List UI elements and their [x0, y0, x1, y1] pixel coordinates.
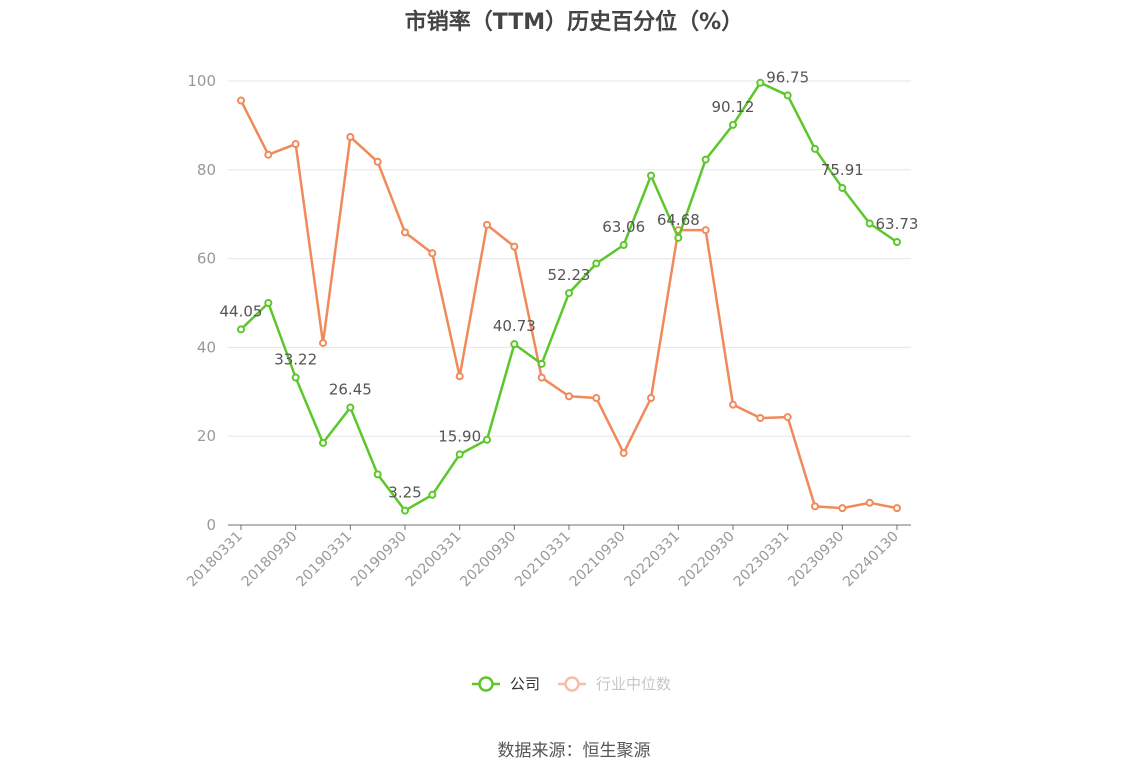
- source-note: 数据来源：恒生聚源: [497, 741, 651, 761]
- x-tick-label: 20230930: [785, 529, 847, 591]
- data-point: [619, 449, 628, 458]
- data-point: [729, 400, 737, 409]
- data-point: [783, 91, 792, 100]
- data-point: [565, 392, 573, 401]
- y-tick-label: 60: [197, 250, 216, 268]
- legend-item-company[interactable]: 公司: [472, 675, 540, 693]
- data-point: [346, 403, 355, 412]
- data-point: [756, 413, 765, 422]
- data-label: 90.12: [712, 98, 755, 116]
- legend[interactable]: 公司 行业中位数: [472, 675, 671, 693]
- data-label: 52.23: [548, 266, 591, 284]
- x-tick-label: 20220331: [621, 529, 683, 591]
- data-point: [264, 150, 273, 159]
- data-point: [510, 242, 519, 251]
- legend-label: 公司: [510, 675, 540, 693]
- data-point: [838, 504, 847, 513]
- data-label: 40.73: [493, 317, 536, 335]
- data-point: [291, 140, 300, 149]
- data-point: [811, 144, 819, 153]
- legend-label: 行业中位数: [596, 675, 671, 693]
- data-point: [756, 78, 765, 87]
- data-point: [592, 394, 601, 403]
- data-label: 15.90: [438, 427, 481, 445]
- data-label: 33.22: [274, 351, 317, 369]
- data-point: [893, 238, 901, 247]
- data-point: [838, 183, 847, 192]
- data-point: [401, 506, 409, 515]
- data-point: [893, 504, 901, 513]
- y-tick-label: 40: [197, 338, 216, 356]
- data-point: [428, 490, 437, 499]
- x-tick-label: 20190331: [293, 529, 355, 591]
- data-label: 64.68: [657, 211, 700, 229]
- data-labels: 44.05 33.22 26.45 3.25 15.90 40.73 52.23 63.06 6…: [220, 68, 919, 501]
- data-label: 75.91: [821, 161, 864, 179]
- data-point: [264, 299, 273, 307]
- chart-title: 市销率（TTM）历史百分位（%）: [404, 10, 744, 35]
- series-industry: [237, 96, 901, 513]
- x-tick-label: 20230331: [731, 529, 793, 591]
- x-tick-label: 20210930: [567, 529, 629, 591]
- legend-item-industry[interactable]: 行业中位数: [558, 675, 671, 693]
- x-tick-label: 20190930: [348, 529, 410, 591]
- legend-marker-icon: [478, 676, 494, 692]
- series-line: [239, 99, 898, 510]
- data-point: [483, 220, 491, 229]
- data-point: [811, 502, 819, 511]
- y-tick-label: 80: [197, 161, 216, 179]
- x-tick-label: 20180930: [239, 529, 301, 591]
- x-axis-ticks: 2018033120180930201903312019093020200331…: [184, 525, 902, 590]
- data-point: [865, 498, 874, 507]
- data-point: [647, 171, 655, 180]
- data-label: 26.45: [329, 381, 372, 399]
- data-point: [565, 289, 573, 298]
- x-tick-label: 20200930: [457, 529, 519, 591]
- data-point: [783, 413, 792, 422]
- data-point: [701, 226, 710, 235]
- y-tick-label: 0: [206, 516, 216, 534]
- data-point: [428, 249, 437, 258]
- data-point: [592, 259, 601, 268]
- y-tick-label: 20: [197, 427, 216, 445]
- data-point: [647, 394, 655, 403]
- data-point: [455, 450, 464, 459]
- data-point: [455, 372, 464, 381]
- data-point: [619, 241, 628, 250]
- data-point: [674, 233, 683, 242]
- data-point: [537, 359, 546, 368]
- data-point: [701, 155, 710, 164]
- data-point: [319, 338, 327, 347]
- data-point: [483, 435, 491, 444]
- grid-lines: [228, 80, 911, 437]
- x-tick-label: 20200331: [403, 529, 465, 591]
- data-label: 3.25: [388, 484, 421, 502]
- y-axis-ticks: 0 20 40 60 80 100: [187, 72, 216, 534]
- data-point: [237, 325, 245, 334]
- data-point: [373, 470, 382, 479]
- data-point: [537, 373, 546, 382]
- data-point: [291, 373, 300, 382]
- data-point: [729, 120, 737, 129]
- legend-marker-icon: [564, 676, 580, 692]
- data-point: [401, 228, 409, 237]
- data-label: 44.05: [220, 302, 263, 320]
- series-lines: [237, 78, 901, 515]
- data-point: [865, 219, 874, 228]
- x-tick-label: 20220930: [676, 529, 738, 591]
- series-company: [237, 78, 901, 515]
- data-label: 63.06: [602, 218, 645, 236]
- data-point: [510, 340, 519, 349]
- data-point: [373, 157, 382, 166]
- x-tick-label: 20210331: [512, 529, 574, 591]
- data-label: 63.73: [876, 215, 919, 233]
- x-tick-label: 20240130: [840, 529, 902, 591]
- x-tick-label: 20180331: [184, 529, 246, 591]
- y-tick-label: 100: [187, 72, 216, 90]
- data-point: [237, 96, 245, 105]
- data-point: [346, 132, 355, 141]
- data-label: 96.75: [766, 68, 809, 86]
- data-point: [319, 438, 327, 447]
